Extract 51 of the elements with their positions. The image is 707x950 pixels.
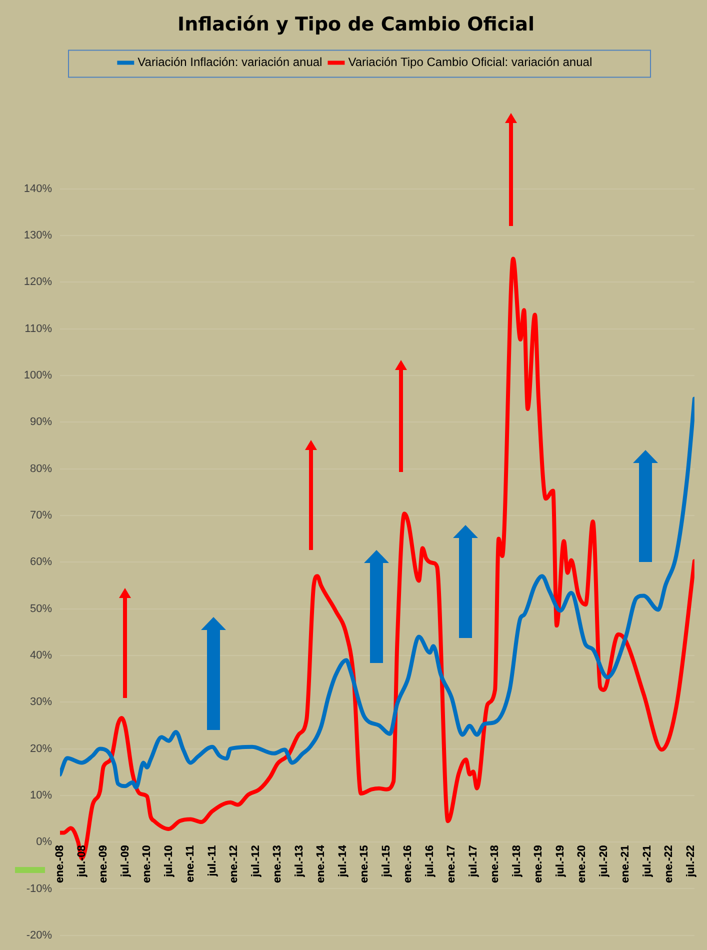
x-tick-label: jul.-22 <box>684 845 697 878</box>
x-tick-label: jul.-13 <box>293 845 306 878</box>
x-tick-label: jul.-11 <box>206 845 218 878</box>
x-tick-label: ene.-11 <box>184 845 197 882</box>
y-tick-label: 60% <box>30 556 52 568</box>
y-tick-label: 10% <box>30 789 52 802</box>
x-tick-label: jul.-21 <box>641 845 654 878</box>
x-tick-label: jul.-14 <box>336 844 349 878</box>
y-tick-label: 100% <box>24 369 52 382</box>
y-tick-label: 0% <box>36 836 52 848</box>
x-tick-label: jul.-17 <box>467 845 480 878</box>
x-tick-label: jul.-19 <box>554 845 566 878</box>
x-tick-label: ene.-16 <box>402 845 414 883</box>
x-tick-label: ene.-14 <box>315 844 328 883</box>
x-tick-label: jul.-15 <box>380 845 392 878</box>
x-tick-label: ene.-08 <box>54 845 66 883</box>
y-tick-label: 80% <box>30 462 52 475</box>
x-tick-label: ene.-10 <box>141 845 154 883</box>
x-tick-label: ene.-18 <box>489 845 502 883</box>
x-tick-label: jul.-09 <box>119 845 132 878</box>
chart-title: Inflación y Tipo de Cambio Oficial <box>177 13 535 36</box>
y-tick-label: 40% <box>30 649 52 662</box>
x-tick-label: jul.-16 <box>424 845 436 878</box>
y-tick-label: 110% <box>24 322 52 335</box>
x-tick-label: jul.-08 <box>76 845 88 878</box>
y-tick-label: 90% <box>30 416 52 428</box>
legend-label: Variación Inflación: variación anual <box>138 55 322 70</box>
x-tick-label: jul.-12 <box>250 845 262 878</box>
x-tick-label: ene.-21 <box>620 845 632 883</box>
x-tick-label: ene.-22 <box>663 845 676 883</box>
x-tick-label: ene.-09 <box>98 845 110 883</box>
x-tick-label: ene.-13 <box>272 845 284 883</box>
y-tick-label: -20% <box>26 929 52 942</box>
x-tick-label: ene.-20 <box>576 845 588 883</box>
line-series <box>60 396 694 790</box>
y-tick-label: 120% <box>24 276 52 288</box>
x-tick-label: jul.-20 <box>598 845 610 878</box>
x-tick-label: jul.-18 <box>510 845 523 878</box>
x-tick-label: ene.-15 <box>358 845 371 883</box>
y-tick-label: 140% <box>24 182 52 195</box>
y-tick-label: -10% <box>26 882 52 895</box>
x-tick-label: ene.-17 <box>446 845 458 883</box>
x-tick-label: jul.-10 <box>162 845 175 878</box>
y-tick-label: 50% <box>30 602 52 615</box>
y-tick-label: 130% <box>24 229 52 242</box>
legend-label: Variación Tipo Cambio Oficial: variación anual <box>348 55 592 70</box>
y-tick-label: 30% <box>30 696 52 708</box>
x-tick-label: ene.-19 <box>532 845 545 883</box>
x-tick-label: ene.-12 <box>228 845 240 883</box>
y-tick-label: 70% <box>30 509 52 522</box>
y-tick-label: 20% <box>30 742 52 755</box>
